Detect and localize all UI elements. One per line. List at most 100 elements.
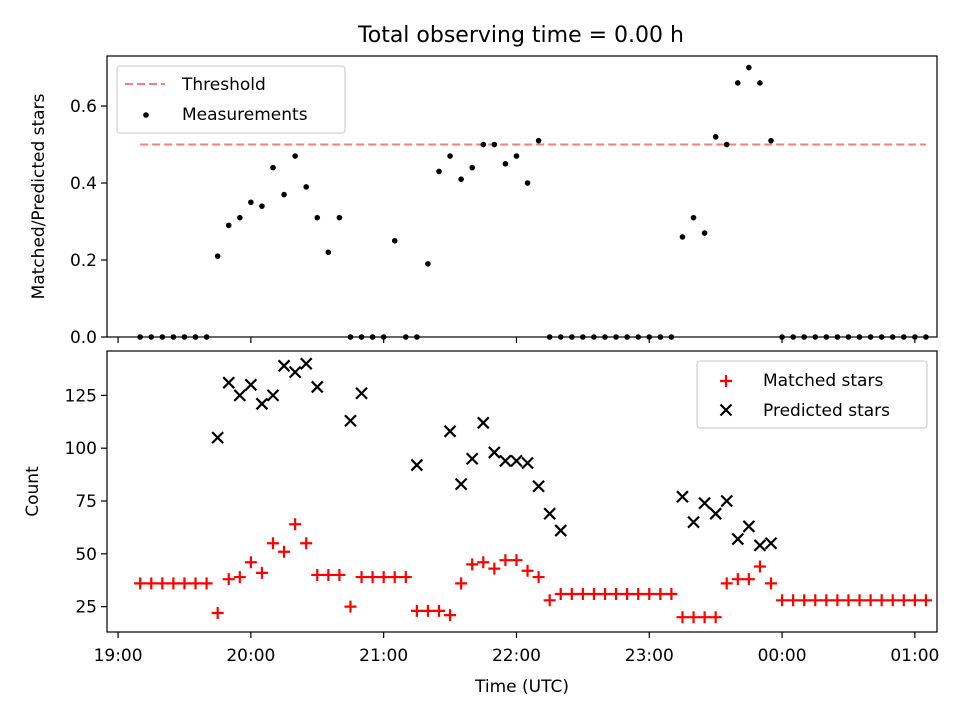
predicted-star-point	[277, 359, 291, 373]
predicted-star-point	[543, 507, 556, 520]
predicted-star-point	[443, 425, 457, 438]
matched-star-point	[510, 554, 523, 567]
matched-star-point	[753, 560, 766, 573]
threshold-legend-label: Threshold	[181, 75, 266, 95]
predicted-star-point	[211, 431, 224, 444]
x-axis-label: Time (UTC)	[474, 677, 569, 697]
top-y-tick-label: 0.2	[70, 251, 97, 271]
bottom-x-tick-label: 20:00	[226, 646, 275, 666]
predicted-star-point	[753, 539, 767, 552]
top-axes: 0.0 0.2 0.4 0.6 Matched/Predicted stars Thres…	[29, 55, 938, 348]
matched-star-point	[599, 587, 611, 600]
measurement-point	[491, 141, 498, 148]
predicted-star-point	[255, 397, 269, 411]
predicted-star-point	[554, 524, 568, 537]
matched-star-point	[787, 594, 800, 607]
matched-star-point	[765, 577, 777, 590]
predicted-star-point	[288, 365, 302, 379]
matched-star-point	[355, 571, 368, 584]
matched-star-point	[134, 577, 147, 590]
measurement-point	[225, 222, 232, 229]
matched-star-point	[521, 564, 534, 577]
measurement-point	[325, 249, 332, 256]
measurement-point	[723, 141, 730, 148]
bottom-x-tick-label: 21:00	[359, 646, 408, 666]
bottom-y-tick-label: 50	[75, 545, 97, 565]
matched-star-point	[455, 577, 468, 590]
matched-star-point	[377, 571, 390, 584]
measurement-point	[524, 180, 531, 186]
predicted-star-point	[510, 454, 523, 468]
measurement-point	[535, 137, 542, 144]
predicted-star-point	[266, 389, 280, 402]
matched-star-point	[156, 577, 169, 590]
top-legend-box	[116, 65, 346, 134]
predicted-star-point	[709, 507, 722, 520]
matched-star-point	[344, 600, 357, 613]
predicted-star-point	[310, 380, 324, 394]
measurement-point	[214, 253, 221, 259]
matched-star-point	[820, 594, 833, 607]
predicted-legend-label: Predicted stars	[763, 401, 890, 421]
matched-star-point	[477, 556, 490, 569]
matched-star-point	[654, 587, 667, 600]
matched-star-point	[831, 594, 844, 607]
matched-star-point	[366, 571, 379, 584]
matched-star-point	[300, 537, 313, 550]
top-y-axis-label: Matched/Predicted stars	[29, 93, 49, 299]
matched-star-point	[222, 573, 235, 586]
predicted-star-point	[764, 536, 778, 550]
matched-star-point	[499, 554, 512, 567]
matched-star-point	[676, 611, 689, 624]
matched-star-point	[410, 604, 423, 617]
matched-star-point	[587, 587, 600, 600]
predicted-star-point	[410, 458, 424, 472]
matched-star-point	[244, 556, 257, 569]
matched-star-point	[554, 587, 567, 600]
matched-star-point	[776, 594, 789, 607]
bottom-y-tick-label: 75	[75, 492, 97, 512]
matched-star-point	[842, 594, 855, 607]
predicted-star-point	[499, 454, 512, 468]
matched-star-point	[698, 611, 711, 624]
matched-star-point	[709, 611, 722, 624]
measurements-legend-swatch	[143, 112, 149, 118]
measurement-point	[248, 199, 254, 206]
matched-star-point	[421, 604, 434, 617]
bottom-axes: 25 50 75 100 125 19:00 20:00 21:00 22:00 23:00 00:…	[23, 350, 939, 697]
matched-star-point	[189, 577, 202, 590]
bottom-y-tick-label: 125	[65, 386, 97, 406]
matched-star-point	[919, 594, 932, 607]
matched-star-point	[809, 594, 822, 607]
measurement-point	[768, 137, 774, 144]
matched-star-point	[886, 594, 899, 607]
bottom-legend: Matched stars Predicted stars	[696, 360, 928, 429]
matched-star-point	[311, 568, 324, 581]
figure-title: Total observing time = 0.00 h	[357, 23, 684, 48]
measurement-point	[447, 153, 453, 159]
bottom-x-tick-label: 19:00	[94, 646, 143, 666]
matched-star-point	[632, 587, 645, 600]
matched-star-point	[267, 537, 279, 550]
matched-star-point	[255, 566, 268, 579]
measurement-point	[314, 214, 321, 221]
measurement-point	[391, 237, 398, 244]
matched-star-point	[731, 573, 744, 586]
predicted-star-point	[521, 456, 534, 470]
matched-star-point	[333, 568, 346, 581]
measurement-point	[690, 214, 697, 221]
measurement-point	[281, 191, 287, 198]
matched-star-point	[211, 606, 224, 619]
measurement-point	[237, 214, 243, 221]
predicted-star-point	[476, 416, 490, 430]
matched-legend-label: Matched stars	[763, 371, 883, 391]
matched-star-point	[145, 577, 158, 590]
matched-legend-swatch	[720, 375, 732, 387]
predicted-star-point	[532, 479, 545, 493]
measurement-point	[458, 176, 464, 182]
matched-star-point	[908, 594, 921, 607]
top-plot-frame	[106, 55, 938, 338]
predicted-star-point	[687, 515, 700, 529]
predicted-star-point	[222, 376, 236, 389]
measurement-point	[701, 230, 708, 236]
